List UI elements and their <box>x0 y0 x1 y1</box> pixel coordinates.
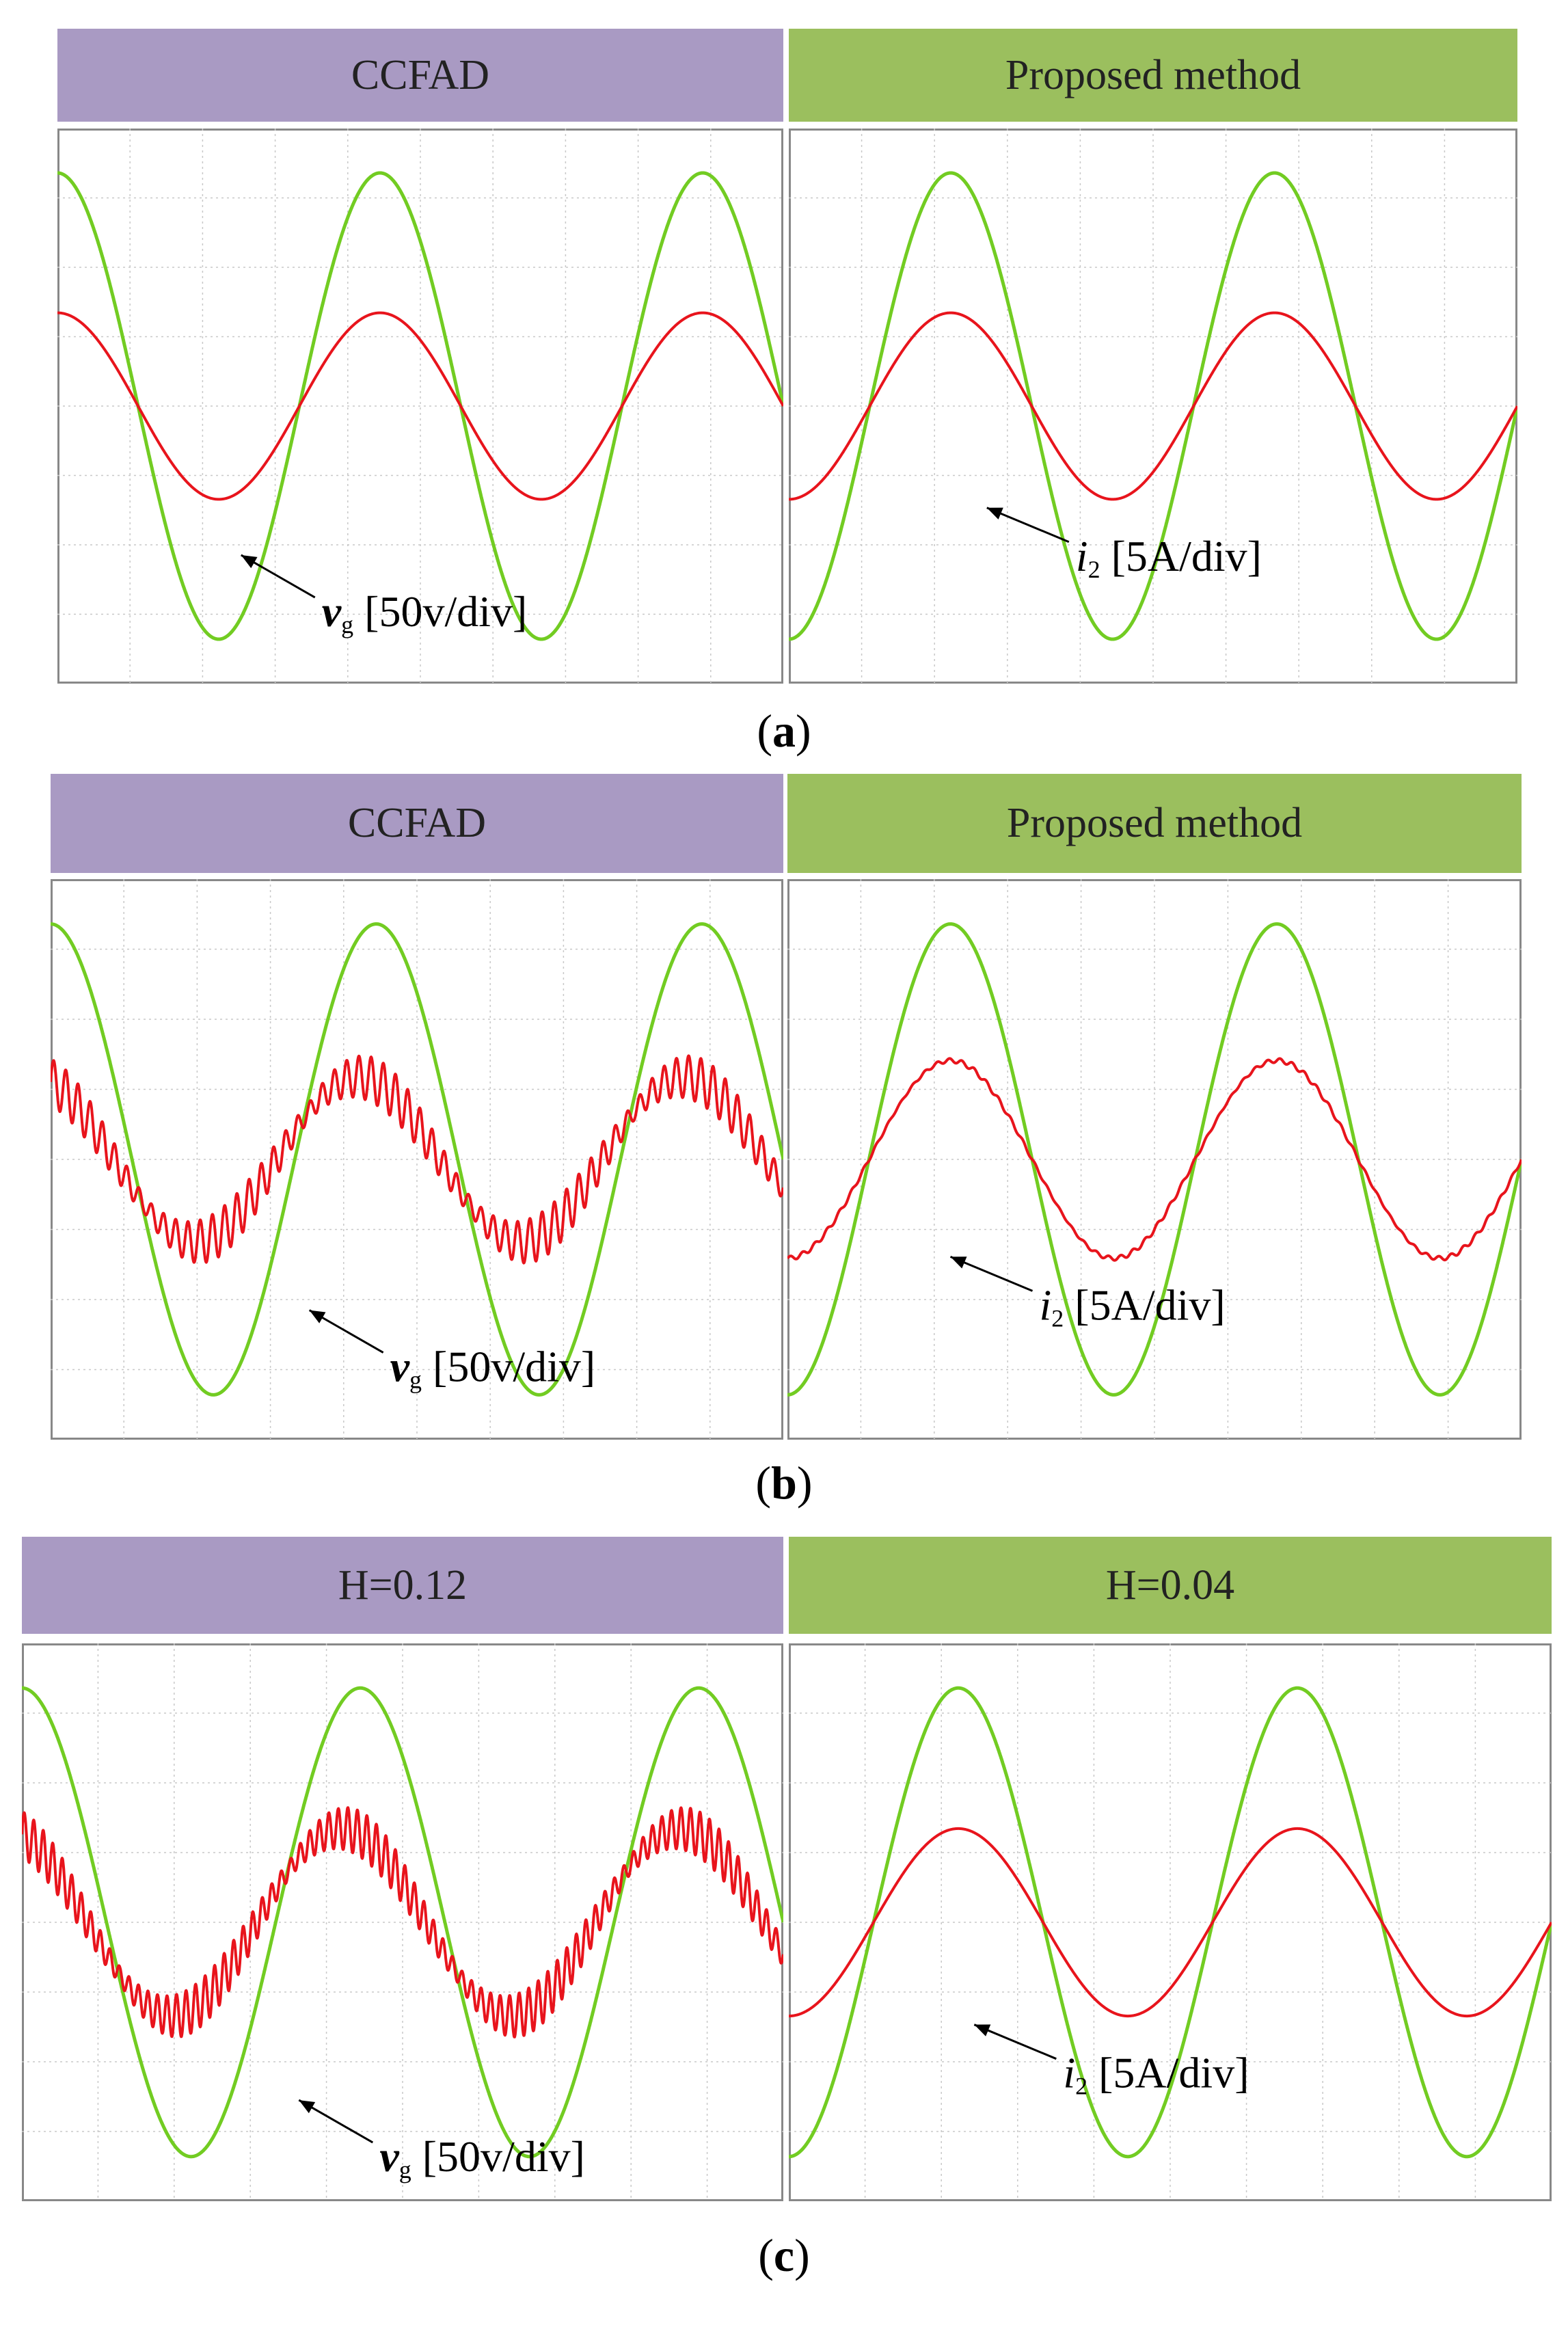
annotation-label: vg [50v/div] <box>322 587 528 638</box>
plot-b-right: i2 [5A/div] <box>787 879 1522 1440</box>
panel-label-c: (c) <box>758 2229 810 2281</box>
annotation-symbol: v <box>390 1343 410 1391</box>
i2-waveform <box>789 311 1517 501</box>
annotation: vg [50v/div] <box>308 1309 596 1394</box>
header-c-left: H=0.12 <box>22 1537 783 1634</box>
annotation-subscript: 2 <box>1088 556 1100 583</box>
annotation-scale: [50v/div] <box>422 2132 585 2181</box>
i2-waveform <box>787 1057 1522 1262</box>
grid <box>789 129 1517 684</box>
annotation-subscript: g <box>399 2156 411 2183</box>
annotation-symbol: i <box>1076 532 1088 580</box>
arrowhead-icon <box>309 1310 326 1323</box>
annotation-symbol: i <box>1063 2049 1075 2097</box>
arrowhead-icon <box>950 1256 967 1269</box>
vg-waveform <box>789 171 1517 641</box>
vg-waveform <box>51 922 783 1397</box>
annotation-label: vg [50v/div] <box>390 1343 596 1394</box>
i2-waveform <box>57 311 783 501</box>
header-b-right: Proposed method <box>787 774 1522 873</box>
plot-b-left: vg [50v/div] <box>51 879 783 1440</box>
annotation-label: i2 [5A/div] <box>1040 1280 1226 1332</box>
vg-waveform <box>22 1686 783 2159</box>
annotation-label: i2 [5A/div] <box>1076 532 1262 583</box>
i2-waveform <box>22 1806 783 2039</box>
annotation-scale: [50v/div] <box>433 1343 595 1391</box>
i2-waveform <box>51 1054 783 1265</box>
plot-a-right: i2 [5A/div] <box>789 129 1517 684</box>
plot-c-left: vg [50v/div] <box>22 1643 783 2201</box>
annotation-symbol: v <box>379 2132 399 2181</box>
vg-waveform <box>787 922 1522 1397</box>
annotation-subscript: g <box>341 611 353 638</box>
plot-c-right: i2 [5A/div] <box>789 1643 1552 2201</box>
arrowhead-icon <box>986 507 1003 520</box>
arrowhead-icon <box>974 2024 991 2036</box>
annotation: vg [50v/div] <box>240 554 528 638</box>
header-b-left: CCFAD <box>51 774 783 873</box>
vg-waveform <box>789 1686 1552 2159</box>
annotation-symbol: i <box>1040 1280 1052 1329</box>
annotation-subscript: 2 <box>1051 1304 1064 1332</box>
annotation-symbol: v <box>322 587 342 636</box>
annotation: i2 [5A/div] <box>986 507 1262 583</box>
annotation-scale: [5A/div] <box>1074 1280 1225 1329</box>
annotation-subscript: 2 <box>1075 2073 1087 2100</box>
i2-waveform <box>789 1827 1552 2018</box>
annotation-subscript: g <box>409 1367 422 1394</box>
header-c-right: H=0.04 <box>789 1537 1552 1634</box>
annotation-scale: [5A/div] <box>1098 2049 1249 2097</box>
annotation: i2 [5A/div] <box>973 2023 1249 2100</box>
annotation-scale: [5A/div] <box>1111 532 1262 580</box>
annotation-label: vg [50v/div] <box>379 2132 585 2183</box>
annotation: vg [50v/div] <box>298 2099 585 2183</box>
annotation-label: i2 [5A/div] <box>1063 2049 1249 2100</box>
grid <box>57 129 783 684</box>
arrowhead-icon <box>299 2100 316 2114</box>
arrowhead-icon <box>241 554 258 569</box>
vg-waveform <box>57 171 783 641</box>
panel-label-b: (b) <box>755 1457 813 1509</box>
annotation: i2 [5A/div] <box>949 1256 1226 1332</box>
header-a-left: CCFAD <box>57 29 783 122</box>
annotation-scale: [50v/div] <box>364 587 527 636</box>
grid <box>789 1643 1552 2201</box>
header-a-right: Proposed method <box>789 29 1517 122</box>
panel-label-a: (a) <box>757 705 811 757</box>
plot-a-left: vg [50v/div] <box>57 129 783 684</box>
grid <box>787 879 1522 1440</box>
